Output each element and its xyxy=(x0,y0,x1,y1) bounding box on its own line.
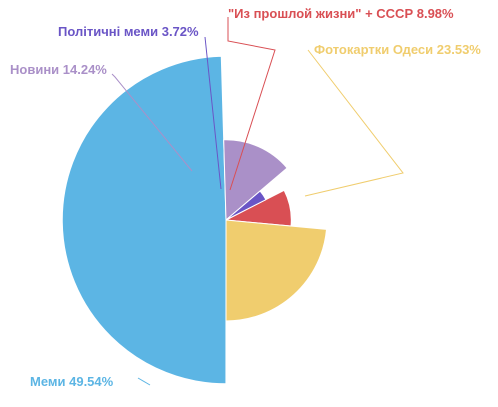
pie-slice-4 xyxy=(225,190,267,221)
slice-label-3: Новини 14.24% xyxy=(10,62,107,77)
leader-line-2 xyxy=(137,377,151,386)
slice-label-2: Меми 49.54% xyxy=(30,374,114,389)
pie-slice-1 xyxy=(225,219,328,322)
leader-line-4 xyxy=(204,36,222,190)
leader-line-0 xyxy=(227,17,276,191)
pie-slice-2 xyxy=(61,55,227,385)
slice-label-0: "Из прошлой жизни" + СССР 8.98% xyxy=(228,6,454,21)
slice-label-1: Фотокартки Одеси 23.53% xyxy=(314,42,481,57)
slice-label-4: Політичні меми 3.72% xyxy=(58,24,199,39)
leader-line-1 xyxy=(304,49,404,197)
leader-line-3 xyxy=(111,73,193,172)
